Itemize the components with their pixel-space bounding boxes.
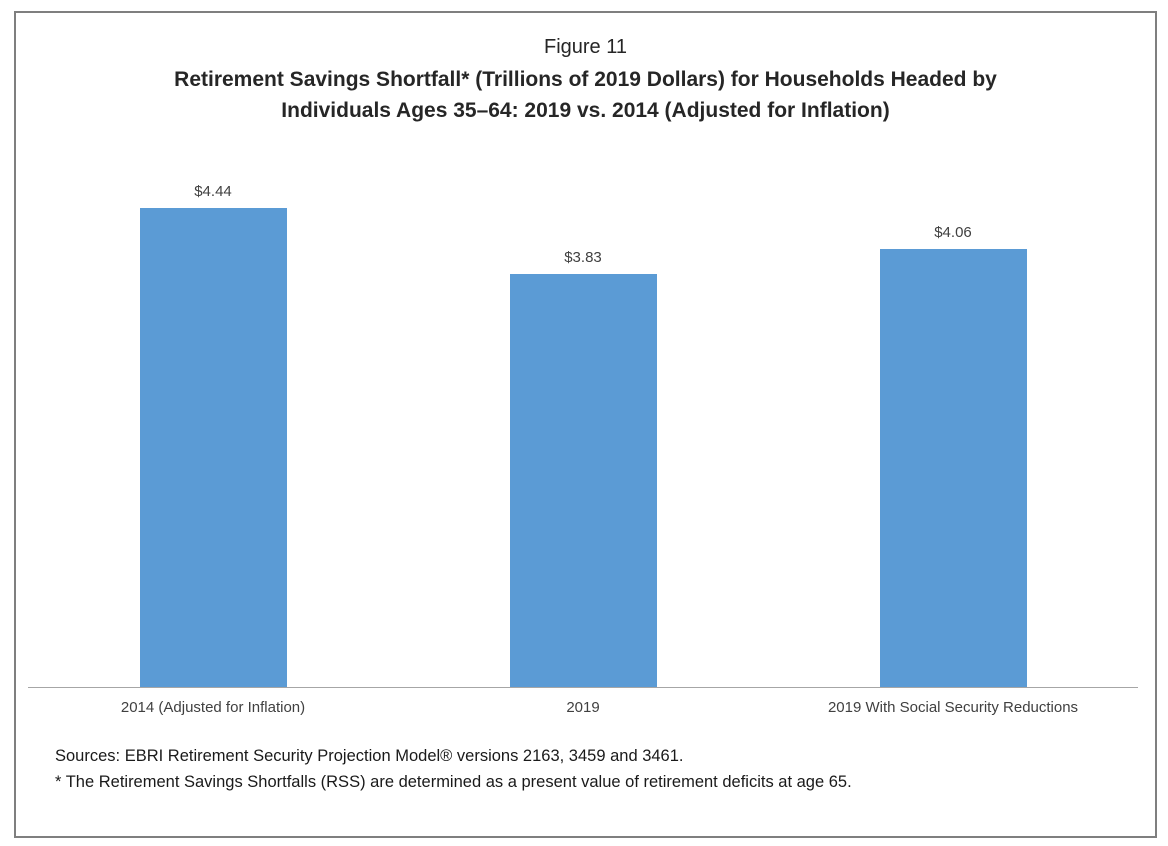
bar-value-label-2014-adjusted-for-inflation: $4.44 bbox=[194, 183, 232, 201]
bar-2019-with-social-security-reductions bbox=[879, 249, 1027, 687]
figure-number-label: Figure 11 bbox=[543, 36, 627, 58]
bar-chart-plot-area: $4.44 $3.83 $4.06 bbox=[28, 148, 1138, 687]
x-axis-line bbox=[28, 687, 1138, 688]
bar-value-label-2019: $3.83 bbox=[564, 249, 602, 267]
bar-2019 bbox=[509, 274, 657, 687]
chart-footnotes: Sources: EBRI Retirement Security Projec… bbox=[55, 743, 1135, 795]
asterisk-footnote: * The Retirement Savings Shortfalls (RSS… bbox=[55, 773, 852, 791]
x-axis-label-2019-with-social-security-reductions: 2019 With Social Security Reductions bbox=[827, 699, 1079, 716]
chart-title-line-1: Retirement Savings Shortfall* (Trillions… bbox=[174, 68, 997, 91]
sources-note: Sources: EBRI Retirement Security Projec… bbox=[55, 747, 684, 765]
x-axis-category-label-row: 2014 (Adjusted for Inflation) 2019 2019 Wi… bbox=[28, 697, 1138, 721]
chart-title-line-2: Individuals Ages 35–64: 2019 vs. 2014 (A… bbox=[281, 99, 890, 122]
x-axis-label-2014-adjusted-for-inflation: 2014 (Adjusted for Inflation) bbox=[120, 699, 306, 716]
chart-title-block: Figure 11 Retirement Savings Shortfall* … bbox=[16, 34, 1155, 126]
bar-2014-adjusted-for-inflation bbox=[139, 208, 287, 687]
bar-column-2019-with-social-security-reductions: $4.06 bbox=[768, 148, 1138, 687]
figure-border-frame: Figure 11 Retirement Savings Shortfall* … bbox=[14, 11, 1157, 838]
bar-value-label-2019-with-social-security-reductions: $4.06 bbox=[934, 224, 972, 242]
bar-column-2019: $3.83 bbox=[398, 148, 768, 687]
bar-column-2014-adjusted-for-inflation: $4.44 bbox=[28, 148, 398, 687]
x-axis-label-2019: 2019 bbox=[566, 699, 600, 716]
